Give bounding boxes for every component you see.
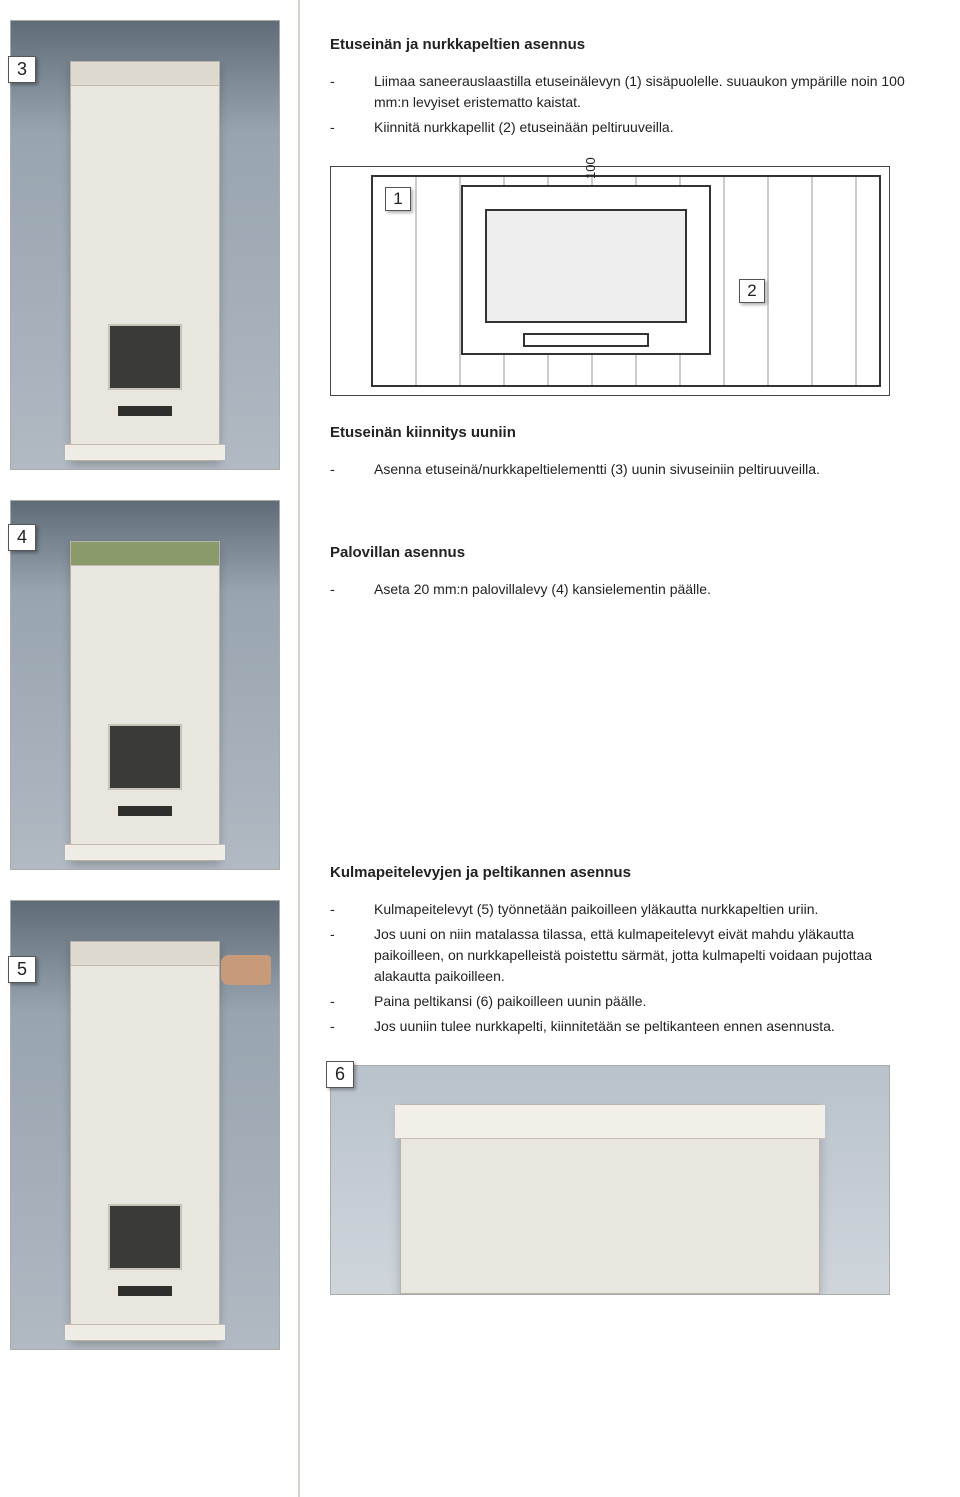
label-4: 4 (8, 524, 36, 551)
photo-3 (10, 20, 280, 470)
diagram-dim-100: 100 (583, 157, 598, 179)
right-column: Etuseinän ja nurkkapeltien asennus - Lii… (300, 0, 960, 1497)
stove-5 (70, 941, 220, 1341)
hand-icon (221, 955, 271, 985)
section3-steps: - Aseta 20 mm:n palovillalevy (4) kansie… (330, 579, 920, 600)
section2-title: Etuseinän kiinnitys uuniin (330, 424, 920, 441)
list-item: - Kiinnitä nurkkapellit (2) etuseinään p… (330, 117, 920, 138)
section1-title: Etuseinän ja nurkkapeltien asennus (330, 36, 920, 53)
photo-6 (330, 1065, 890, 1295)
photo-4-wrap: 4 (10, 500, 298, 870)
step-text: Paina peltikansi (6) paikoilleen uunin p… (374, 991, 920, 1012)
dash-icon: - (330, 579, 374, 600)
step-text: Jos uuniin tulee nurkkapelti, kiinnitetä… (374, 1016, 920, 1037)
step-text: Liimaa saneerauslaastilla etuseinälevyn … (374, 71, 920, 113)
slot (118, 1286, 172, 1296)
firebox (108, 1204, 182, 1270)
photo-3-wrap: 3 (10, 20, 298, 470)
diagram-panel (461, 185, 711, 355)
stove-top (71, 62, 219, 86)
section4-steps: - Kulmapeitelevyt (5) työnnetään paikoil… (330, 899, 920, 1037)
step-text: Aseta 20 mm:n palovillalevy (4) kansiele… (374, 579, 920, 600)
slot (118, 806, 172, 816)
slot (118, 406, 172, 416)
stove-4 (70, 541, 220, 861)
stove-top-green (71, 542, 219, 566)
page: 3 4 5 (0, 0, 960, 1497)
stove-3 (70, 61, 220, 461)
label-5: 5 (8, 956, 36, 983)
diagram-label-1: 1 (385, 187, 411, 211)
diagram-slot (523, 333, 649, 347)
firebox (108, 324, 182, 390)
dash-icon: - (330, 924, 374, 987)
step-text: Kulmapeitelevyt (5) työnnetään paikoille… (374, 899, 920, 920)
label-3: 3 (8, 56, 36, 83)
firebox (108, 724, 182, 790)
dash-icon: - (330, 1016, 374, 1037)
photo-5 (10, 900, 280, 1350)
lid-top (395, 1105, 825, 1139)
photo-5-wrap: 5 (10, 900, 298, 1350)
diagram-inner (485, 209, 687, 323)
section2-steps: - Asenna etuseinä/nurkkapeltielementti (… (330, 459, 920, 480)
list-item: - Kulmapeitelevyt (5) työnnetään paikoil… (330, 899, 920, 920)
stove-base (65, 1324, 225, 1340)
list-item: - Paina peltikansi (6) paikoilleen uunin… (330, 991, 920, 1012)
stove-base (65, 444, 225, 460)
list-item: - Liimaa saneerauslaastilla etuseinälevy… (330, 71, 920, 113)
dash-icon: - (330, 991, 374, 1012)
stove-base (65, 844, 225, 860)
section4-title: Kulmapeitelevyjen ja peltikannen asennus (330, 864, 920, 881)
list-item: - Jos uuniin tulee nurkkapelti, kiinnite… (330, 1016, 920, 1037)
section1-steps: - Liimaa saneerauslaastilla etuseinälevy… (330, 71, 920, 138)
label-6: 6 (326, 1061, 354, 1088)
dash-icon: - (330, 71, 374, 113)
list-item: - Aseta 20 mm:n palovillalevy (4) kansie… (330, 579, 920, 600)
left-column: 3 4 5 (0, 0, 300, 1497)
dash-icon: - (330, 117, 374, 138)
diagram: 100 1 2 (330, 166, 890, 396)
photo-6-wrap: 6 (330, 1065, 920, 1295)
step-text: Jos uuni on niin matalassa tilassa, että… (374, 924, 920, 987)
list-item: - Jos uuni on niin matalassa tilassa, et… (330, 924, 920, 987)
step-text: Kiinnitä nurkkapellit (2) etuseinään pel… (374, 117, 920, 138)
list-item: - Asenna etuseinä/nurkkapeltielementti (… (330, 459, 920, 480)
dash-icon: - (330, 459, 374, 480)
diagram-label-2: 2 (739, 279, 765, 303)
section3-title: Palovillan asennus (330, 544, 920, 561)
step-text: Asenna etuseinä/nurkkapeltielementti (3)… (374, 459, 920, 480)
stove-top (71, 942, 219, 966)
photo-4 (10, 500, 280, 870)
lid (400, 1104, 820, 1294)
dash-icon: - (330, 899, 374, 920)
